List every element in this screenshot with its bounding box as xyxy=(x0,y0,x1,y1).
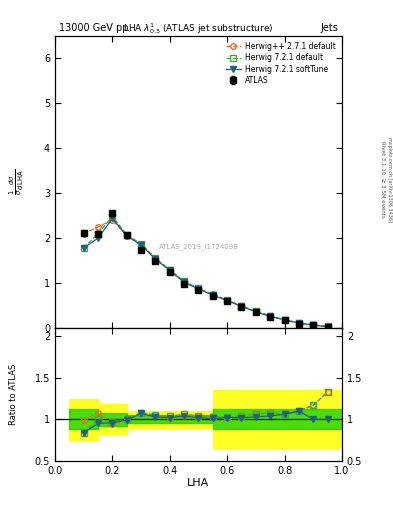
Line: Herwig 7.2.1 softTune: Herwig 7.2.1 softTune xyxy=(81,216,331,329)
Herwig++ 2.7.1 default xyxy=(268,313,273,319)
Herwig 7.2.1 default xyxy=(225,297,230,303)
Herwig++ 2.7.1 default xyxy=(125,233,129,239)
Herwig++ 2.7.1 default xyxy=(311,322,316,328)
Herwig++ 2.7.1 default xyxy=(96,224,101,230)
Herwig 7.2.1 default xyxy=(211,292,215,298)
Text: Jets: Jets xyxy=(320,23,338,33)
Herwig 7.2.1 softTune xyxy=(211,292,215,298)
Herwig++ 2.7.1 default xyxy=(153,255,158,262)
Herwig 7.2.1 softTune xyxy=(139,242,143,248)
Herwig 7.2.1 default xyxy=(325,323,330,329)
Herwig 7.2.1 default xyxy=(196,285,201,291)
Text: 13000 GeV pp: 13000 GeV pp xyxy=(59,23,129,33)
X-axis label: LHA: LHA xyxy=(187,478,209,488)
Herwig 7.2.1 default xyxy=(167,266,172,272)
Herwig 7.2.1 default xyxy=(182,278,187,284)
Title: LHA $\lambda^1_{0.5}$ (ATLAS jet substructure): LHA $\lambda^1_{0.5}$ (ATLAS jet substru… xyxy=(123,21,274,36)
Line: Herwig 7.2.1 default: Herwig 7.2.1 default xyxy=(81,214,331,329)
Herwig++ 2.7.1 default xyxy=(182,279,187,285)
Herwig 7.2.1 softTune xyxy=(268,313,273,319)
Herwig 7.2.1 softTune xyxy=(81,245,86,251)
Herwig 7.2.1 softTune xyxy=(239,303,244,309)
Legend: Herwig++ 2.7.1 default, Herwig 7.2.1 default, Herwig 7.2.1 softTune, ATLAS: Herwig++ 2.7.1 default, Herwig 7.2.1 def… xyxy=(224,39,338,87)
Herwig++ 2.7.1 default xyxy=(139,241,143,247)
Herwig 7.2.1 default xyxy=(153,255,158,262)
Herwig 7.2.1 default xyxy=(297,320,301,326)
Herwig 7.2.1 softTune xyxy=(96,235,101,241)
Herwig++ 2.7.1 default xyxy=(282,317,287,323)
Herwig++ 2.7.1 default xyxy=(239,303,244,309)
Text: mcplots.cern.ch [arXiv:1306.3436]: mcplots.cern.ch [arXiv:1306.3436] xyxy=(387,137,391,222)
Herwig++ 2.7.1 default xyxy=(253,308,258,314)
Herwig++ 2.7.1 default xyxy=(110,217,115,223)
Text: Rivet 3.1.10, ≥ 3.5M events: Rivet 3.1.10, ≥ 3.5M events xyxy=(381,141,386,218)
Herwig 7.2.1 softTune xyxy=(282,317,287,323)
Herwig 7.2.1 softTune xyxy=(182,279,187,285)
Herwig 7.2.1 default xyxy=(125,231,129,238)
Herwig 7.2.1 softTune xyxy=(110,215,115,221)
Herwig 7.2.1 default xyxy=(139,241,143,247)
Y-axis label: Ratio to ATLAS: Ratio to ATLAS xyxy=(9,364,18,425)
Herwig 7.2.1 softTune xyxy=(196,286,201,292)
Herwig 7.2.1 default xyxy=(110,214,115,220)
Y-axis label: $\frac{1}{\sigma}\frac{d\sigma}{d\,\mathrm{LHA}}$: $\frac{1}{\sigma}\frac{d\sigma}{d\,\math… xyxy=(8,168,26,195)
Herwig 7.2.1 default xyxy=(282,317,287,323)
Herwig++ 2.7.1 default xyxy=(196,285,201,291)
Herwig 7.2.1 default xyxy=(96,230,101,237)
Herwig 7.2.1 default xyxy=(253,308,258,314)
Line: Herwig++ 2.7.1 default: Herwig++ 2.7.1 default xyxy=(81,218,331,329)
Text: ATLAS_2019_I1724098: ATLAS_2019_I1724098 xyxy=(159,243,238,249)
Herwig++ 2.7.1 default xyxy=(225,297,230,303)
Herwig++ 2.7.1 default xyxy=(297,320,301,326)
Herwig 7.2.1 default xyxy=(268,313,273,319)
Herwig 7.2.1 softTune xyxy=(153,256,158,262)
Herwig 7.2.1 default xyxy=(81,245,86,251)
Herwig++ 2.7.1 default xyxy=(325,323,330,329)
Herwig 7.2.1 softTune xyxy=(297,320,301,326)
Herwig 7.2.1 softTune xyxy=(225,297,230,304)
Herwig 7.2.1 default xyxy=(311,322,316,328)
Herwig 7.2.1 softTune xyxy=(125,233,129,239)
Herwig++ 2.7.1 default xyxy=(211,291,215,297)
Herwig 7.2.1 softTune xyxy=(325,324,330,330)
Herwig 7.2.1 default xyxy=(239,303,244,309)
Herwig++ 2.7.1 default xyxy=(167,268,172,274)
Herwig 7.2.1 softTune xyxy=(167,267,172,273)
Herwig 7.2.1 softTune xyxy=(253,309,258,315)
Herwig 7.2.1 softTune xyxy=(311,322,316,328)
Herwig++ 2.7.1 default xyxy=(81,230,86,237)
